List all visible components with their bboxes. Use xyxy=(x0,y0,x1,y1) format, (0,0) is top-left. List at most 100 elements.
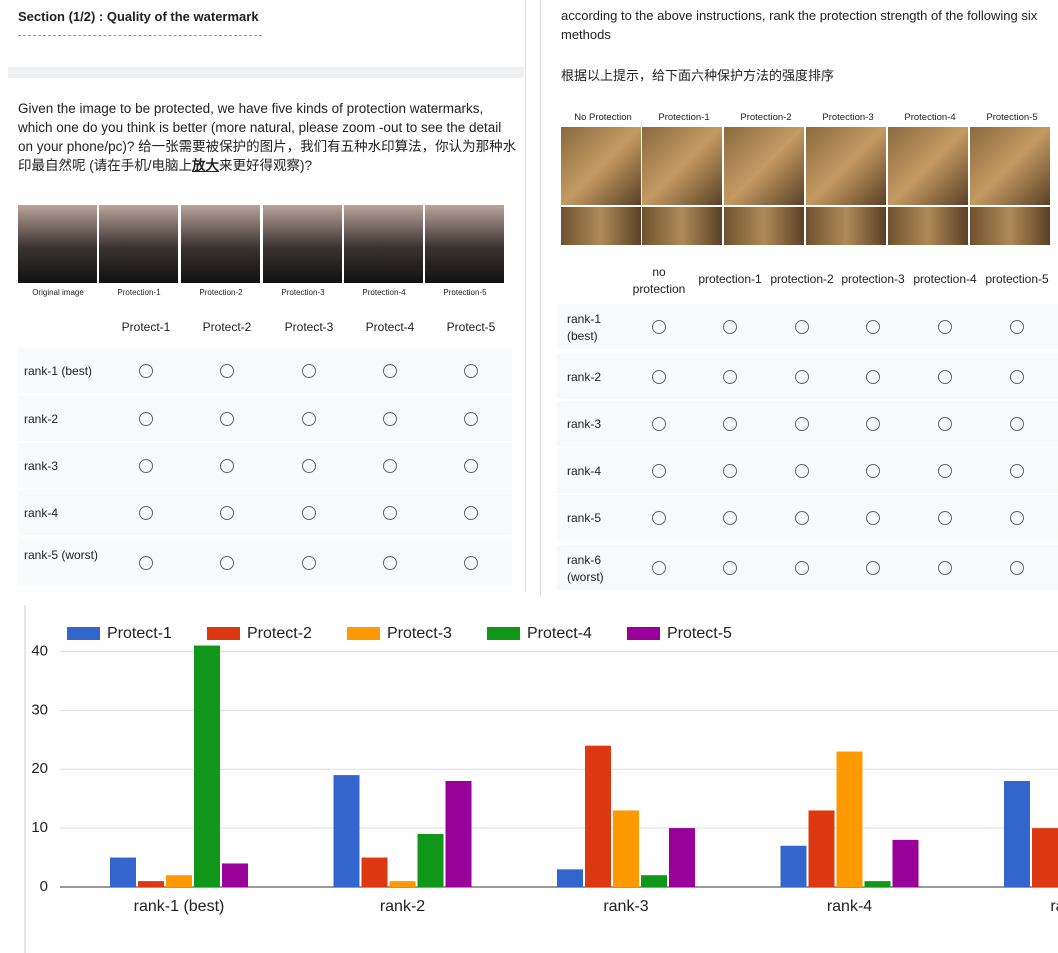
photo xyxy=(561,207,641,245)
image-label: Protection-3 xyxy=(822,112,874,123)
legend-label: Protect-2 xyxy=(247,625,312,642)
image-label: Protection-4 xyxy=(904,112,956,123)
photo xyxy=(263,205,342,283)
left-form: Section (1/2) : Quality of the watermark… xyxy=(0,0,526,592)
radio-button[interactable] xyxy=(723,464,737,478)
y-tick-label: 0 xyxy=(40,878,48,895)
legend-label: Protect-1 xyxy=(107,625,172,642)
row-label: rank-1 (best) xyxy=(24,364,93,378)
image-label: Protection-5 xyxy=(986,112,1038,123)
radio-button[interactable] xyxy=(723,561,737,575)
radio-button[interactable] xyxy=(795,511,809,525)
photo xyxy=(888,207,968,245)
bar xyxy=(389,881,416,887)
radio-button[interactable] xyxy=(1010,370,1024,384)
radio-button[interactable] xyxy=(464,506,478,520)
radio-button[interactable] xyxy=(795,417,809,431)
radio-button[interactable] xyxy=(302,364,316,378)
radio-button[interactable] xyxy=(795,320,809,334)
radio-button[interactable] xyxy=(302,506,316,520)
radio-button[interactable] xyxy=(866,511,880,525)
radio-button[interactable] xyxy=(938,417,952,431)
radio-button[interactable] xyxy=(652,320,666,334)
radio-button[interactable] xyxy=(464,459,478,473)
bar xyxy=(557,869,583,887)
radio-button[interactable] xyxy=(938,511,952,525)
chart: 0 10 20 30 40 Protect-1 Protect-2 Protect-3 Prot… xyxy=(24,605,1058,953)
radio-button[interactable] xyxy=(139,556,153,570)
x-tick-label: rank-1 (best) xyxy=(134,898,225,915)
radio-button[interactable] xyxy=(464,556,478,570)
legend-label: Protect-4 xyxy=(527,625,592,642)
section-title: Section (1/2) : Quality of the watermark xyxy=(18,9,259,24)
radio-button[interactable] xyxy=(938,464,952,478)
radio-button[interactable] xyxy=(1010,561,1024,575)
radio-button[interactable] xyxy=(866,370,880,384)
radio-button[interactable] xyxy=(139,412,153,426)
radio-button[interactable] xyxy=(938,561,952,575)
radio-button[interactable] xyxy=(1010,417,1024,431)
radio-button[interactable] xyxy=(1010,511,1024,525)
photo xyxy=(18,205,97,283)
radio-button[interactable] xyxy=(866,320,880,334)
radio-button[interactable] xyxy=(383,459,397,473)
radio-button[interactable] xyxy=(383,556,397,570)
radio-button[interactable] xyxy=(795,370,809,384)
radio-button[interactable] xyxy=(652,417,666,431)
bar xyxy=(333,775,360,887)
x-tick-label: rank-3 xyxy=(603,898,648,915)
bar xyxy=(445,781,472,887)
column-header: protection-1 xyxy=(698,272,762,286)
bar xyxy=(836,751,863,887)
radio-button[interactable] xyxy=(139,364,153,378)
radio-button[interactable] xyxy=(302,556,316,570)
radio-button[interactable] xyxy=(938,320,952,334)
grid-row xyxy=(18,396,512,441)
x-tick-label: rank-4 xyxy=(827,898,872,915)
radio-button[interactable] xyxy=(1010,320,1024,334)
bar xyxy=(110,857,136,887)
radio-button[interactable] xyxy=(1010,464,1024,478)
radio-button[interactable] xyxy=(866,561,880,575)
radio-button[interactable] xyxy=(652,511,666,525)
question-text: Given the image to be protected, we have… xyxy=(18,101,517,173)
column-header: Protect-1 xyxy=(121,320,171,334)
radio-button[interactable] xyxy=(139,506,153,520)
column-header: protection-2 xyxy=(770,272,834,286)
radio-button[interactable] xyxy=(464,412,478,426)
row-label: rank-4 xyxy=(24,506,59,520)
radio-button[interactable] xyxy=(652,370,666,384)
radio-button[interactable] xyxy=(220,459,234,473)
radio-button[interactable] xyxy=(723,370,737,384)
radio-button[interactable] xyxy=(220,506,234,520)
photo xyxy=(344,205,423,283)
legend-swatch xyxy=(487,627,520,640)
radio-button[interactable] xyxy=(139,459,153,473)
radio-button[interactable] xyxy=(866,464,880,478)
photo xyxy=(642,207,722,245)
photo xyxy=(970,127,1050,205)
radio-button[interactable] xyxy=(795,464,809,478)
radio-button[interactable] xyxy=(795,561,809,575)
radio-button[interactable] xyxy=(302,459,316,473)
bar xyxy=(669,828,695,887)
radio-button[interactable] xyxy=(723,511,737,525)
radio-button[interactable] xyxy=(383,506,397,520)
radio-button[interactable] xyxy=(302,412,316,426)
radio-button[interactable] xyxy=(383,412,397,426)
radio-button[interactable] xyxy=(464,364,478,378)
radio-button[interactable] xyxy=(220,556,234,570)
radio-button[interactable] xyxy=(866,417,880,431)
radio-button[interactable] xyxy=(652,464,666,478)
radio-button[interactable] xyxy=(383,364,397,378)
radio-button[interactable] xyxy=(723,417,737,431)
y-tick-label: 30 xyxy=(31,701,48,718)
radio-button[interactable] xyxy=(652,561,666,575)
radio-button[interactable] xyxy=(938,370,952,384)
radio-button[interactable] xyxy=(220,364,234,378)
radio-button[interactable] xyxy=(220,412,234,426)
radio-button[interactable] xyxy=(723,320,737,334)
legend-swatch xyxy=(347,627,380,640)
image-label: Protection-4 xyxy=(362,288,406,297)
